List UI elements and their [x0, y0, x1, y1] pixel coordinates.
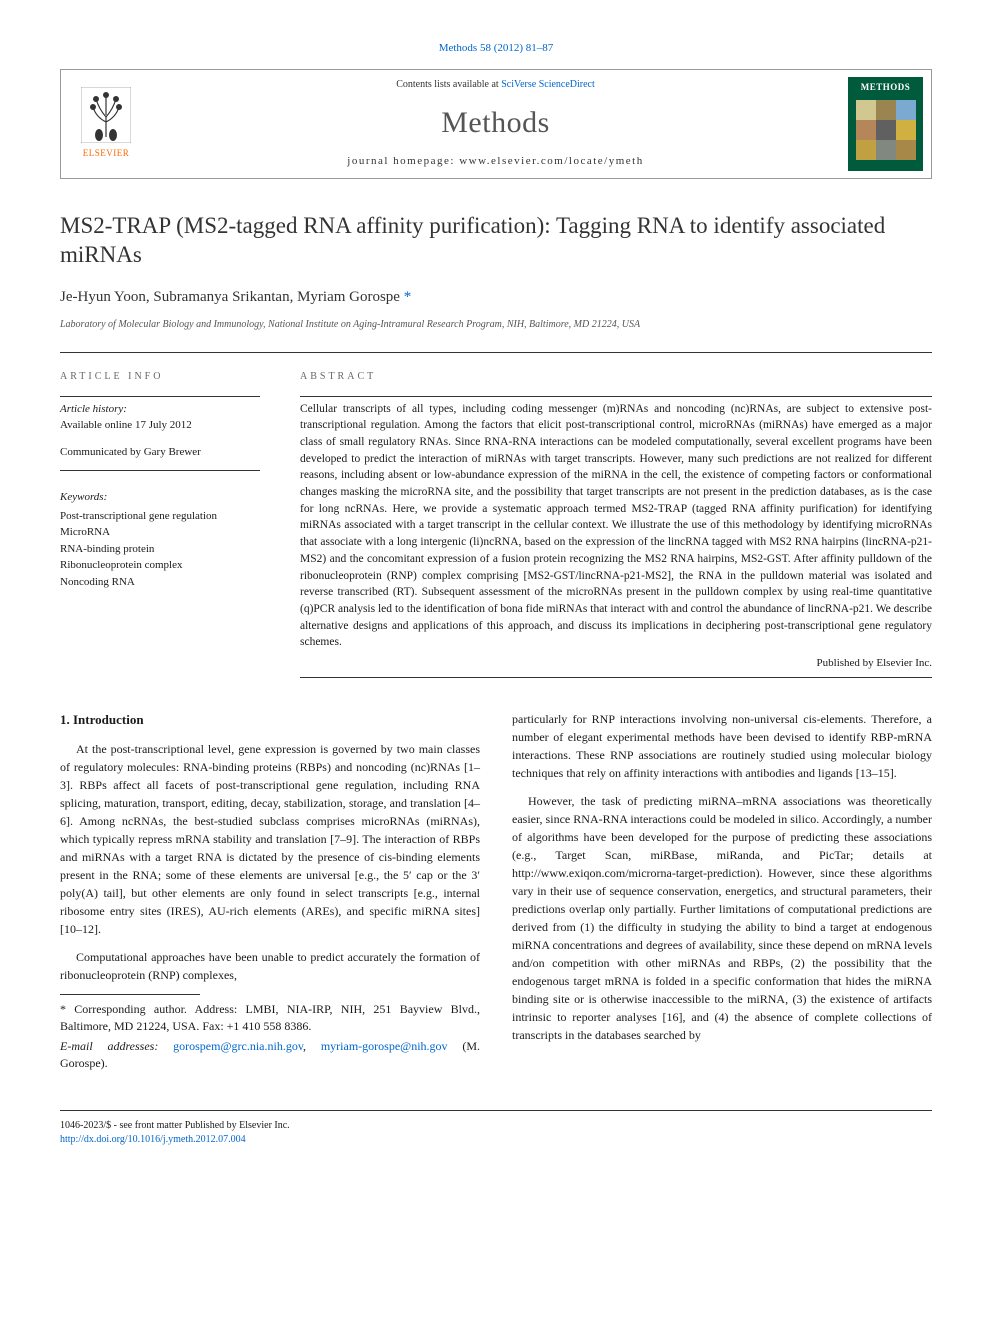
keyword: Ribonucleoprotein complex: [60, 557, 260, 574]
cover-block: [856, 140, 876, 160]
article-info-column: article info Article history: Available …: [60, 369, 260, 683]
homepage-url[interactable]: www.elsevier.com/locate/ymeth: [459, 155, 644, 167]
doi-line: http://dx.doi.org/10.1016/j.ymeth.2012.0…: [60, 1133, 932, 1147]
cover-block: [876, 120, 896, 140]
footer-separator: [60, 994, 200, 995]
journal-cover-thumbnail[interactable]: METHODS: [848, 77, 923, 171]
article-info-label: article info: [60, 369, 260, 384]
elsevier-label: ELSEVIER: [83, 147, 130, 161]
doi-link[interactable]: http://dx.doi.org/10.1016/j.ymeth.2012.0…: [60, 1134, 246, 1145]
keyword: Post-transcriptional gene regulation: [60, 508, 260, 525]
meta-row: article info Article history: Available …: [60, 352, 932, 683]
abstract-column: abstract Cellular transcripts of all typ…: [300, 369, 932, 683]
body-paragraph: Computational approaches have been unabl…: [60, 948, 480, 984]
elsevier-tree-icon: [81, 87, 131, 143]
email-link[interactable]: gorospem@grc.nia.nih.gov: [173, 1039, 303, 1053]
body-paragraph: However, the task of predicting miRNA–mR…: [512, 792, 932, 1044]
affiliation: Laboratory of Molecular Biology and Immu…: [60, 317, 932, 332]
history-label: Article history:: [60, 401, 260, 418]
elsevier-logo[interactable]: ELSEVIER: [61, 70, 151, 178]
cover-block: [876, 140, 896, 160]
abstract-label: abstract: [300, 369, 932, 384]
cover-art: [856, 100, 916, 160]
contents-prefix: Contents lists available at: [396, 79, 501, 90]
page-footer: 1046-2023/$ - see front matter Published…: [60, 1110, 932, 1147]
cover-label: METHODS: [861, 81, 911, 95]
corresponding-marker[interactable]: *: [404, 289, 412, 305]
intro-heading: 1. Introduction: [60, 710, 480, 730]
email-link[interactable]: myriam-gorospe@nih.gov: [321, 1039, 448, 1053]
keywords-list: Post-transcriptional gene regulation Mic…: [60, 508, 260, 591]
journal-header-box: ELSEVIER Contents lists available at Sci…: [60, 69, 932, 179]
main-content: 1. Introduction At the post-transcriptio…: [60, 710, 932, 1082]
abstract-text: Cellular transcripts of all types, inclu…: [300, 401, 932, 651]
cover-block: [856, 120, 876, 140]
header-citation-link[interactable]: Methods 58 (2012) 81–87: [60, 40, 932, 57]
cover-block: [896, 140, 916, 160]
published-by: Published by Elsevier Inc.: [300, 655, 932, 672]
cover-block: [896, 100, 916, 120]
divider: [60, 396, 260, 397]
article-title: MS2-TRAP (MS2-tagged RNA affinity purifi…: [60, 211, 932, 271]
corresponding-author-note: * Corresponding author. Address: LMBI, N…: [60, 1001, 480, 1035]
journal-center: Contents lists available at SciVerse Sci…: [151, 77, 840, 170]
issn-line: 1046-2023/$ - see front matter Published…: [60, 1119, 932, 1133]
body-paragraph: particularly for RNP interactions involv…: [512, 710, 932, 782]
communicated-by: Communicated by Gary Brewer: [60, 444, 260, 461]
keyword: Noncoding RNA: [60, 574, 260, 591]
authors-text: Je-Hyun Yoon, Subramanya Srikantan, Myri…: [60, 289, 404, 305]
keywords-label: Keywords:: [60, 489, 260, 506]
authors-line: Je-Hyun Yoon, Subramanya Srikantan, Myri…: [60, 286, 932, 309]
cover-block: [876, 100, 896, 120]
sciencedirect-link[interactable]: SciVerse ScienceDirect: [501, 79, 595, 90]
homepage-prefix: journal homepage:: [347, 155, 459, 167]
contents-line: Contents lists available at SciVerse Sci…: [151, 77, 840, 92]
article-history: Article history: Available online 17 Jul…: [60, 401, 260, 434]
left-column: 1. Introduction At the post-transcriptio…: [60, 710, 480, 1082]
email-line: E-mail addresses: gorospem@grc.nia.nih.g…: [60, 1038, 480, 1072]
cover-block: [856, 100, 876, 120]
cover-block: [896, 120, 916, 140]
citation-text: Methods 58 (2012) 81–87: [439, 42, 554, 54]
keyword: RNA-binding protein: [60, 541, 260, 558]
keyword: MicroRNA: [60, 524, 260, 541]
body-paragraph: At the post-transcriptional level, gene …: [60, 740, 480, 938]
divider: [60, 470, 260, 471]
divider: [300, 677, 932, 678]
journal-header-inner: ELSEVIER Contents lists available at Sci…: [61, 70, 931, 178]
right-column: particularly for RNP interactions involv…: [512, 710, 932, 1082]
divider: [300, 396, 932, 397]
homepage-line: journal homepage: www.elsevier.com/locat…: [151, 153, 840, 170]
email-label: E-mail addresses:: [60, 1039, 173, 1053]
journal-name: Methods: [151, 100, 840, 145]
history-date: Available online 17 July 2012: [60, 417, 260, 434]
